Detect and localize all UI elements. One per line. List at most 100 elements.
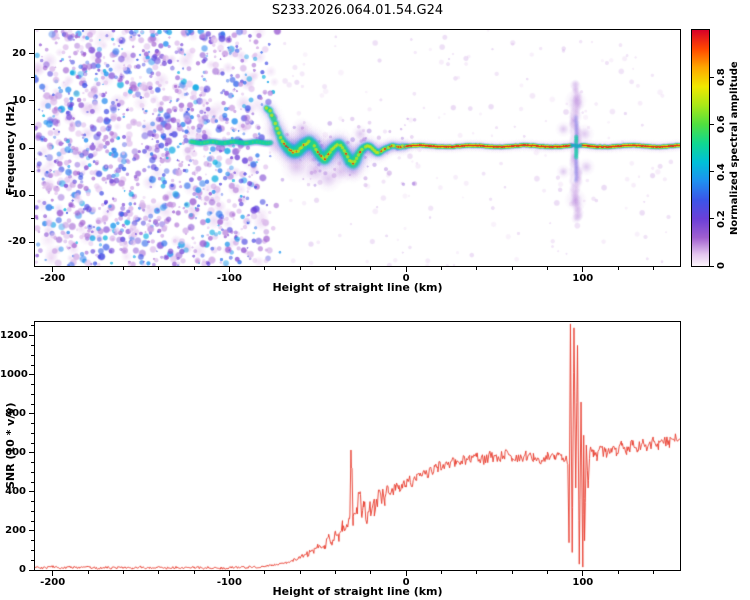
- x-tick-mark: [405, 571, 407, 576]
- x-tick-label: -100: [216, 577, 242, 588]
- colorbar-label: Normalized spectral amplitude: [729, 61, 740, 235]
- y-tick-label: 800: [5, 407, 26, 419]
- top-xlabel: Height of straight line (km): [272, 281, 443, 294]
- y-minor-tick-mark: [31, 384, 34, 385]
- x-minor-tick-mark: [299, 267, 301, 270]
- y-minor-tick-mark: [31, 423, 34, 424]
- x-minor-tick-mark: [476, 571, 478, 574]
- x-tick-label: -200: [40, 577, 66, 588]
- x-tick-mark: [405, 267, 407, 272]
- x-minor-tick-mark: [511, 571, 513, 574]
- y-minor-tick-mark: [31, 540, 34, 542]
- x-minor-tick-mark: [653, 267, 654, 270]
- colorbar-tick-mark: [710, 218, 714, 220]
- y-minor-tick-mark: [31, 501, 34, 503]
- colorbar-tick-mark: [710, 76, 714, 78]
- x-minor-tick-mark: [440, 571, 442, 574]
- y-tick-label: 400: [5, 485, 26, 497]
- x-minor-tick-mark: [193, 267, 195, 270]
- colorbar-tick-label: 0.6: [716, 115, 727, 134]
- x-minor-tick-mark: [511, 267, 513, 270]
- y-tick-label: 0: [19, 142, 26, 153]
- x-tick-label: -200: [40, 273, 66, 284]
- x-tick-mark: [52, 267, 54, 272]
- y-minor-tick-mark: [31, 325, 34, 327]
- y-tick-mark: [29, 413, 34, 415]
- y-minor-tick-mark: [31, 442, 34, 444]
- colorbar-tick-label: 0: [716, 262, 727, 270]
- y-minor-tick-mark: [31, 471, 34, 473]
- y-tick-label: 20: [12, 47, 26, 59]
- x-tick-mark: [582, 267, 584, 272]
- y-minor-tick-mark: [31, 344, 34, 346]
- x-tick-mark: [582, 571, 584, 576]
- x-minor-tick-mark: [547, 267, 548, 270]
- y-minor-tick-mark: [31, 123, 34, 125]
- x-tick-mark: [52, 571, 54, 576]
- x-minor-tick-mark: [440, 267, 442, 270]
- x-minor-tick-mark: [370, 267, 372, 270]
- colorbar-tick-mark: [710, 123, 714, 125]
- y-minor-tick-mark: [31, 403, 34, 405]
- x-tick-label: 0: [402, 273, 410, 284]
- y-tick-label: 200: [5, 524, 26, 536]
- y-minor-tick-mark: [31, 550, 34, 551]
- y-tick-mark: [29, 147, 34, 149]
- snr-frame: [34, 321, 681, 571]
- x-minor-tick-mark: [158, 571, 160, 574]
- x-tick-label: 0: [402, 577, 410, 588]
- y-tick-mark: [29, 335, 34, 337]
- x-minor-tick-mark: [334, 571, 336, 574]
- y-tick-mark: [29, 194, 34, 196]
- x-minor-tick-mark: [264, 571, 266, 574]
- y-minor-tick-mark: [31, 432, 34, 434]
- y-tick-mark: [29, 491, 34, 493]
- y-minor-tick-mark: [31, 364, 34, 366]
- x-minor-tick-mark: [547, 571, 548, 574]
- x-tick-label: 100: [572, 273, 594, 284]
- y-minor-tick-mark: [31, 218, 34, 220]
- x-tick-mark: [228, 267, 230, 272]
- y-minor-tick-mark: [31, 559, 34, 561]
- x-minor-tick-mark: [617, 571, 619, 574]
- x-minor-tick-mark: [193, 571, 195, 574]
- x-tick-label: 100: [572, 577, 594, 588]
- y-tick-label: 600: [5, 446, 26, 458]
- y-minor-tick-mark: [31, 462, 34, 464]
- y-tick-mark: [29, 100, 34, 102]
- colorbar-tick-label: 0.2: [716, 209, 727, 228]
- x-minor-tick-mark: [617, 267, 619, 270]
- y-tick-label: -20: [7, 236, 26, 248]
- colorbar: [691, 29, 710, 267]
- y-tick-mark: [29, 452, 34, 454]
- y-tick-label: 1000: [0, 368, 28, 380]
- spectrogram-canvas: [35, 30, 680, 266]
- y-tick-mark: [29, 569, 34, 571]
- x-minor-tick-mark: [476, 267, 478, 270]
- y-minor-tick-mark: [31, 393, 34, 395]
- y-tick-label: 10: [12, 94, 26, 106]
- x-minor-tick-mark: [122, 571, 124, 574]
- y-tick-mark: [29, 241, 34, 243]
- colorbar-tick-mark: [710, 265, 714, 267]
- y-tick-mark: [29, 53, 34, 55]
- x-minor-tick-mark: [370, 571, 372, 574]
- x-minor-tick-mark: [334, 267, 336, 270]
- y-tick-label: -10: [7, 189, 26, 201]
- y-minor-tick-mark: [31, 354, 34, 356]
- colorbar-tick-label: 0.4: [716, 162, 727, 181]
- y-minor-tick-mark: [31, 520, 34, 522]
- figure-title: S233.2026.064.01.54.G24: [271, 3, 444, 18]
- x-minor-tick-mark: [87, 267, 89, 270]
- snr-canvas: [35, 322, 680, 570]
- colorbar-tick-label: 0.8: [716, 68, 727, 87]
- y-minor-tick-mark: [31, 510, 34, 512]
- x-tick-label: -100: [216, 273, 242, 284]
- spectrogram-frame: [34, 29, 681, 267]
- x-tick-mark: [228, 571, 230, 576]
- x-minor-tick-mark: [158, 267, 160, 270]
- x-minor-tick-mark: [653, 571, 654, 574]
- bottom-xlabel: Height of straight line (km): [272, 585, 443, 598]
- x-minor-tick-mark: [264, 267, 266, 270]
